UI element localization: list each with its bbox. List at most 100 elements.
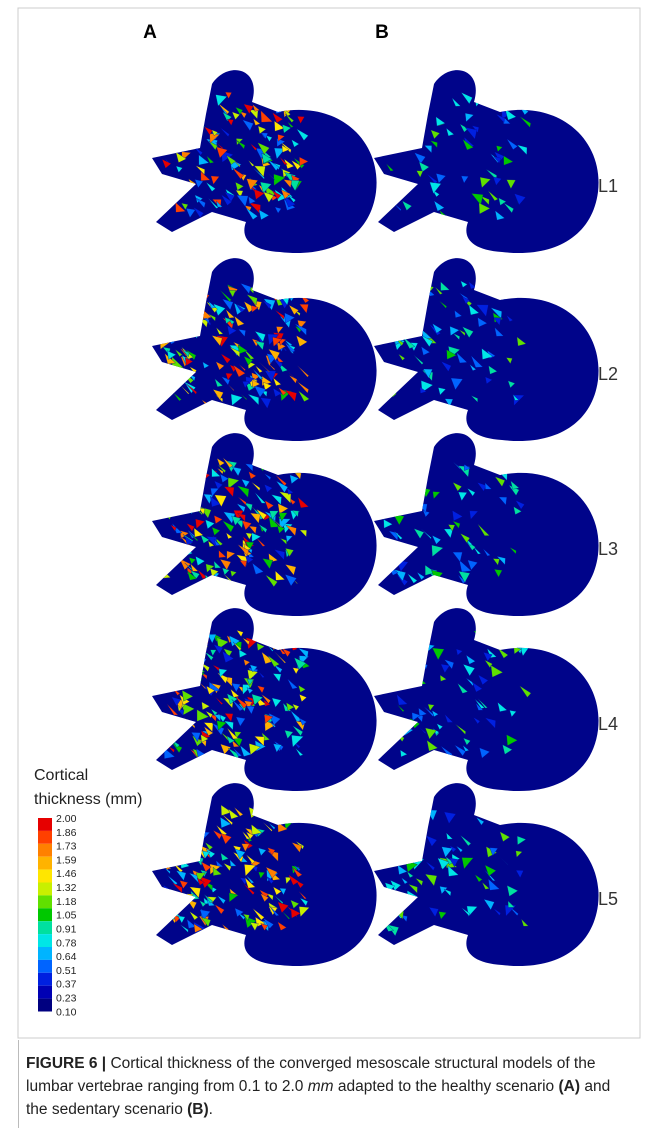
colorbar-title: thickness (mm) [34, 791, 142, 808]
patch [498, 807, 506, 816]
patch [215, 361, 225, 371]
patch [445, 856, 454, 865]
patch [285, 702, 295, 711]
patch [221, 194, 233, 206]
patch [264, 720, 276, 732]
patch [298, 684, 306, 693]
patch [390, 500, 402, 512]
patch [392, 730, 405, 742]
patch [265, 866, 278, 879]
patch [277, 821, 288, 833]
patch [162, 818, 175, 831]
patch [279, 287, 289, 296]
patch [418, 707, 428, 717]
patch [272, 377, 282, 386]
patch [182, 349, 190, 358]
patch [406, 871, 414, 878]
patch [171, 805, 180, 813]
patch [161, 121, 168, 129]
patch [493, 317, 502, 326]
patch [274, 120, 285, 132]
patch [242, 831, 251, 840]
patch [174, 324, 185, 335]
colorbar-segment [38, 895, 52, 909]
patch [219, 127, 230, 138]
patch [418, 726, 426, 735]
patch [216, 637, 229, 650]
patch [236, 195, 249, 208]
patch [251, 379, 261, 388]
patch [388, 179, 401, 193]
patch [248, 525, 257, 535]
patch [296, 128, 309, 141]
patch [452, 551, 463, 563]
patch [261, 693, 271, 704]
patch [168, 465, 179, 477]
patch [469, 364, 477, 371]
patch [268, 462, 276, 470]
patch [245, 831, 254, 840]
patch [476, 304, 489, 317]
patch [189, 886, 201, 899]
patch [456, 648, 463, 656]
patch [256, 685, 265, 694]
patch [290, 899, 300, 909]
patch [197, 654, 207, 664]
caption-rule [18, 1040, 19, 1128]
patch [467, 559, 478, 571]
patch [396, 178, 406, 188]
patch [473, 630, 485, 642]
patch [446, 832, 454, 840]
patch [220, 804, 232, 816]
colorbar-tick-label: 2.00 [56, 813, 77, 825]
patch [237, 513, 246, 522]
patch [260, 893, 269, 902]
patch [293, 100, 301, 108]
colorbar-title: Cortical [34, 767, 88, 784]
patch [477, 674, 489, 686]
patch [382, 678, 392, 687]
patch [169, 282, 178, 291]
patch [186, 570, 198, 581]
patch [180, 306, 193, 319]
patch [212, 866, 223, 876]
patch [256, 508, 268, 520]
patch [484, 717, 496, 729]
patch [218, 668, 228, 678]
patch [482, 808, 489, 816]
colorbar-tick-label: 1.18 [56, 896, 77, 908]
patch [473, 717, 481, 725]
patch [483, 651, 493, 662]
patch [193, 146, 203, 156]
patch [200, 171, 211, 181]
patch [186, 455, 194, 463]
patch [187, 531, 199, 542]
patch [253, 385, 267, 398]
patch [388, 547, 399, 558]
patch [386, 142, 399, 155]
patch [497, 647, 509, 659]
patch [211, 129, 219, 137]
patch [273, 650, 287, 664]
patch [199, 900, 207, 908]
patch [160, 118, 172, 129]
patch [229, 347, 240, 358]
patch [481, 881, 490, 890]
patch [281, 144, 290, 153]
patch [176, 367, 187, 378]
patch [246, 875, 255, 884]
patch [429, 140, 438, 149]
patch [186, 893, 194, 901]
patch [297, 496, 310, 509]
patch [235, 181, 244, 191]
patch [407, 671, 416, 679]
patch [176, 118, 187, 129]
patch [258, 209, 270, 221]
patch [200, 734, 209, 743]
patch [446, 349, 457, 360]
patch [440, 663, 450, 674]
patch [249, 922, 259, 931]
patch [478, 634, 488, 644]
patch [224, 191, 235, 203]
patch [286, 98, 296, 107]
